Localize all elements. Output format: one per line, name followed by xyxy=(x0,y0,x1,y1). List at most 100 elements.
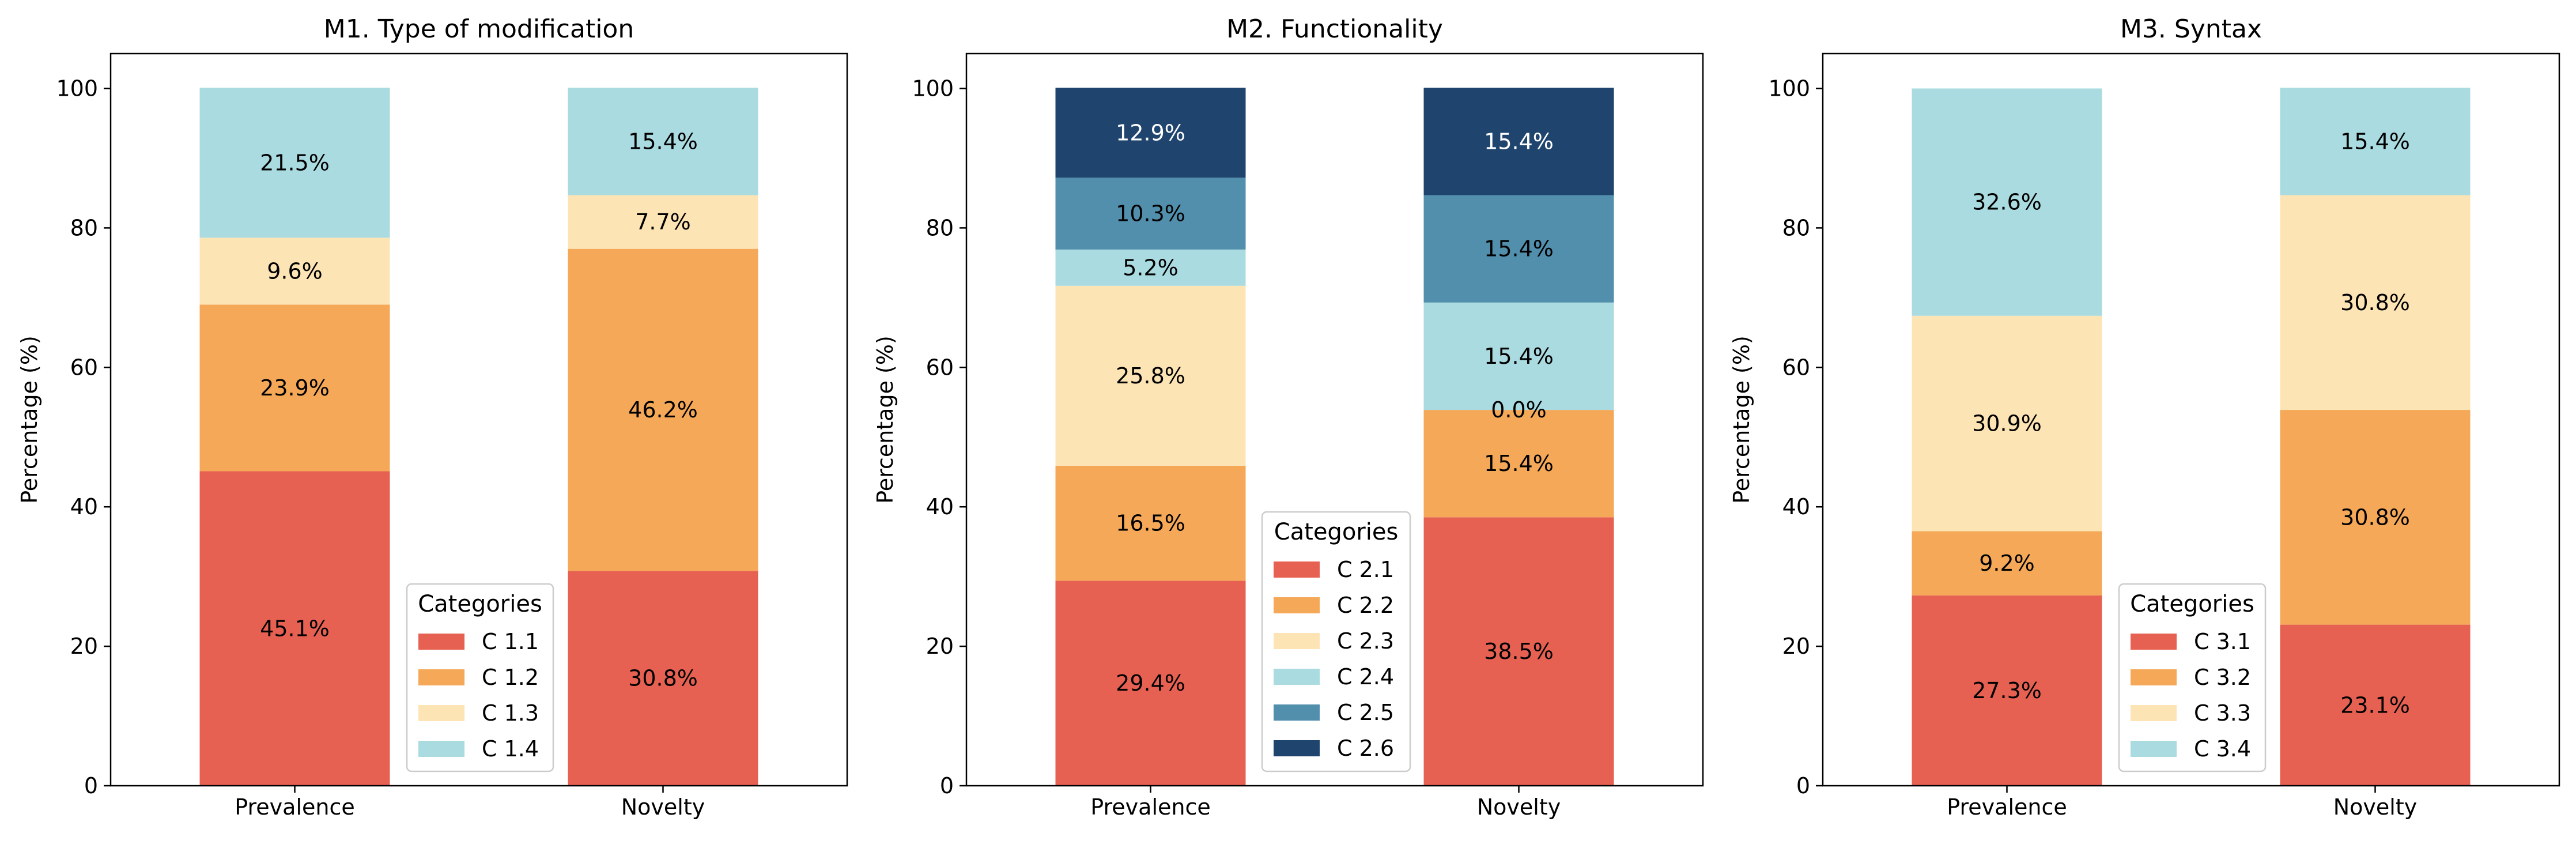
bar-segment-C2-6-novelty xyxy=(1423,88,1614,195)
data-label: 16.5% xyxy=(1116,511,1185,536)
y-tick-label: 100 xyxy=(912,76,954,101)
legend-swatch xyxy=(2131,741,2177,757)
data-label: 45.1% xyxy=(260,616,330,641)
data-label: 15.4% xyxy=(2340,129,2410,154)
y-tick-label: 20 xyxy=(1782,634,1810,659)
x-tick-label: Novelty xyxy=(2333,794,2418,820)
bar-segment-C2-1-novelty xyxy=(1423,517,1614,786)
legend-swatch xyxy=(2131,634,2177,650)
chart-panel-2: 29.4% 38.5% 16.5% 15.4% 25.8% 0.0% 5.2% 15.4% 10… xyxy=(872,14,1704,820)
legend: Categories C 1.1 C 1.2 C 1.3 C 1.4 xyxy=(406,583,554,772)
y-axis-label: Percentage (%) xyxy=(17,336,42,504)
bar-segment-C3-2-prevalence xyxy=(1912,531,2102,596)
y-axis-label: Percentage (%) xyxy=(1729,336,1754,504)
legend-entry: C 1.3 xyxy=(482,700,539,726)
data-label: 15.4% xyxy=(628,129,698,154)
bar-segment-C2-2-novelty xyxy=(1423,410,1614,518)
legend-swatch xyxy=(2131,705,2177,721)
bar-segment-C2-2-prevalence xyxy=(1055,465,1246,581)
chart-panel-1: 45.1% 30.8% 23.9% 46.2% 9.6% 7.7% 21.5% 15.4% 0 2… xyxy=(17,14,848,820)
y-tick-label: 60 xyxy=(926,355,954,380)
legend-entry: C 1.2 xyxy=(482,665,539,690)
legend-swatch xyxy=(418,705,464,721)
legend-entry: C 3.4 xyxy=(2194,736,2251,762)
y-tick-label: 80 xyxy=(926,215,954,240)
data-label: 23.9% xyxy=(260,375,330,401)
data-label: 7.7% xyxy=(635,209,691,235)
data-label: 10.3% xyxy=(1116,201,1185,227)
y-tick-label: 100 xyxy=(56,76,98,101)
legend-swatch xyxy=(418,741,464,757)
y-tick-label: 0 xyxy=(84,773,98,798)
data-label: 23.1% xyxy=(2340,692,2410,718)
data-label: 46.2% xyxy=(628,397,698,423)
data-label: 32.6% xyxy=(1972,190,2042,215)
bar-segment-C1-3-novelty xyxy=(568,195,758,249)
bar-segment-C3-4-novelty xyxy=(2280,88,2471,195)
chart-panel-3: 27.3% 23.1% 9.2% 30.8% 30.9% 30.8% 32.6% 15.4% 0… xyxy=(1729,14,2560,820)
legend-title: Categories xyxy=(2130,591,2254,617)
data-label: 30.9% xyxy=(1972,411,2042,436)
chart-title: M3. Syntax xyxy=(2120,14,2262,44)
data-label: 29.4% xyxy=(1116,670,1185,696)
legend-swatch xyxy=(1274,561,1320,578)
legend-box xyxy=(406,583,554,772)
y-axis-label: Percentage (%) xyxy=(872,336,898,504)
bar-segment-C1-4-novelty xyxy=(568,88,758,195)
legend-swatch xyxy=(1274,704,1320,721)
bar-segment-C3-1-prevalence xyxy=(1912,595,2102,786)
y-tick-label: 80 xyxy=(1782,215,1810,240)
bar-segment-C3-3-prevalence xyxy=(1912,315,2102,532)
bar-segment-C2-3-prevalence xyxy=(1055,285,1246,466)
data-label: 0.0% xyxy=(1491,397,1547,423)
bar-segment-C1-2-prevalence xyxy=(199,304,390,472)
bar-segment-C1-1-prevalence xyxy=(199,471,390,786)
chart-title: M1. Type of modification xyxy=(324,14,634,44)
legend-entry: C 3.3 xyxy=(2194,700,2251,726)
bar-segment-C3-4-prevalence xyxy=(1912,88,2102,316)
y-tick-label: 40 xyxy=(1782,494,1810,519)
x-tick-label: Prevalence xyxy=(235,794,354,820)
legend-entry: C 3.1 xyxy=(2194,629,2251,654)
data-label: 15.4% xyxy=(1484,236,1554,262)
bar-segment-C2-5-novelty xyxy=(1423,195,1614,303)
x-tick-label: Prevalence xyxy=(1090,794,1210,820)
legend-swatch xyxy=(1274,740,1320,756)
axes-frame xyxy=(109,52,848,787)
legend-entry: C 2.3 xyxy=(1337,628,1394,654)
data-label: 30.8% xyxy=(2340,504,2410,530)
data-label: 15.4% xyxy=(1484,451,1554,476)
bar-segment-C2-6-prevalence xyxy=(1055,88,1246,178)
y-tick-label: 60 xyxy=(70,355,98,380)
legend-swatch xyxy=(1274,597,1320,613)
legend-title: Categories xyxy=(418,591,542,617)
legend-entry: C 2.6 xyxy=(1337,736,1394,761)
chart-title: M2. Functionality xyxy=(1226,14,1443,44)
y-tick-label: 20 xyxy=(70,634,98,659)
data-label: 9.2% xyxy=(1979,551,2035,576)
axes-frame xyxy=(965,52,1704,787)
data-label: 21.5% xyxy=(260,150,330,175)
legend-entry: C 2.1 xyxy=(1337,557,1394,582)
x-tick-label: Prevalence xyxy=(1947,794,2067,820)
data-label: 38.5% xyxy=(1484,639,1554,664)
y-tick-label: 40 xyxy=(70,494,98,519)
legend: Categories C 3.1 C 3.2 C 3.3 C 3.4 xyxy=(2118,583,2267,772)
y-tick-label: 0 xyxy=(1796,773,1810,798)
legend-entry: C 2.2 xyxy=(1337,593,1394,618)
y-tick-label: 0 xyxy=(940,773,954,798)
legend-entry: C 1.1 xyxy=(482,629,539,654)
y-tick-label: 40 xyxy=(926,494,954,519)
legend-swatch xyxy=(1274,633,1320,649)
legend-entry: C 1.4 xyxy=(482,736,539,762)
bar-segment-C3-2-novelty xyxy=(2280,410,2471,625)
bar-segment-C2-4-prevalence xyxy=(1055,249,1246,286)
legend-swatch xyxy=(418,634,464,650)
legend-swatch xyxy=(1274,669,1320,685)
y-tick-label: 20 xyxy=(926,634,954,659)
data-label: 15.4% xyxy=(1484,129,1554,154)
bar-segment-C2-4-novelty xyxy=(1423,302,1614,410)
x-tick-label: Novelty xyxy=(1477,794,1561,820)
y-tick-label: 100 xyxy=(1768,76,1810,101)
